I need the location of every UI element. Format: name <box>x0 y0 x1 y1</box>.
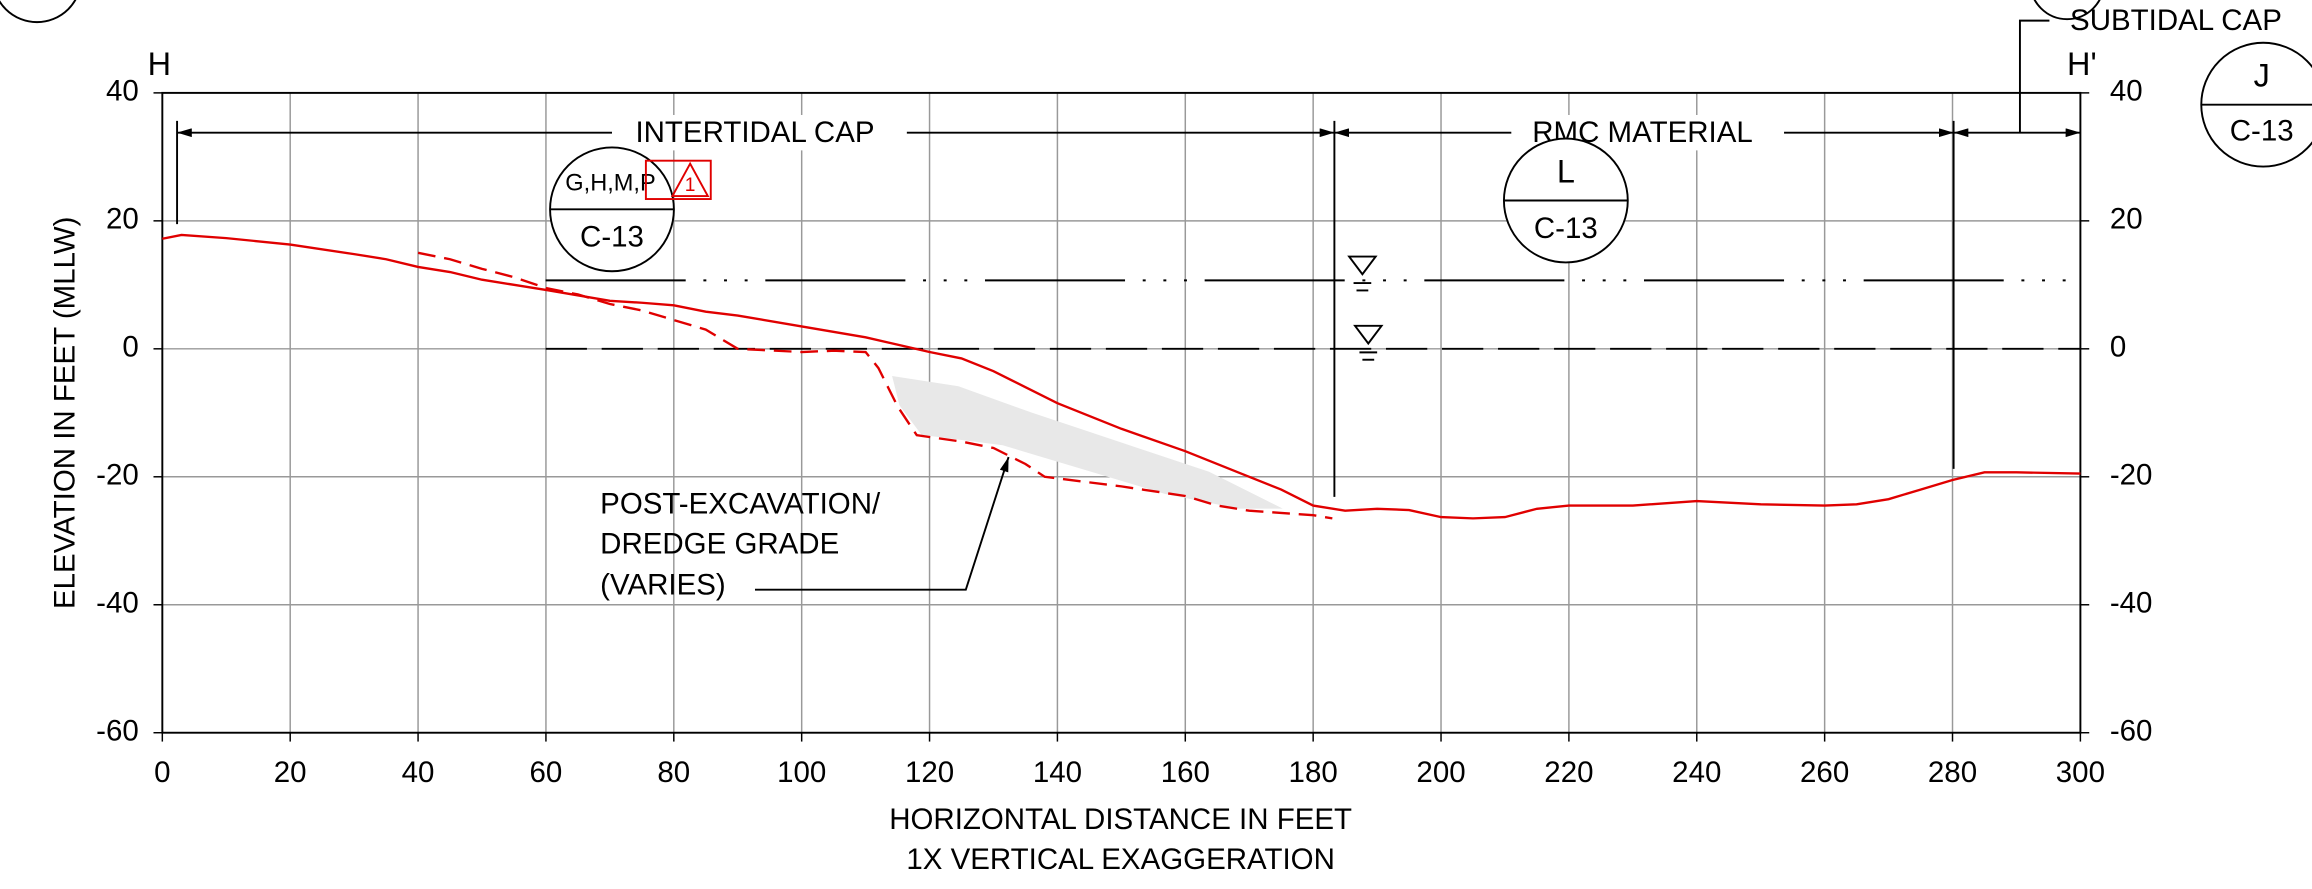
callout-bottom: C-13 <box>580 221 644 254</box>
x-tick-label: 140 <box>1033 756 1082 789</box>
x-tick-label: 180 <box>1289 756 1338 789</box>
x-tick-label: 200 <box>1416 756 1465 789</box>
y-tick-label: 0 <box>122 331 138 364</box>
annotation: DREDGE GRADE <box>600 527 839 560</box>
y2-tick-label: -60 <box>2110 715 2153 748</box>
x-tick-label: 0 <box>154 756 170 789</box>
section-label: H <box>148 46 171 82</box>
y2-tick-label: 20 <box>2110 203 2143 236</box>
profile-line <box>417 251 1333 520</box>
x-tick-label: 160 <box>1161 756 1210 789</box>
y-tick-label: 20 <box>106 203 139 236</box>
water-symbol <box>1347 255 1384 361</box>
x-tick-label: 300 <box>2056 756 2105 789</box>
x-axis-label: 1X VERTICAL EXAGGERATION <box>906 843 1335 876</box>
callout-bottom: C-13 <box>1534 212 1598 245</box>
y-tick-label: 40 <box>106 75 139 108</box>
y-axis-label: ELEVATION IN FEET (MLLW) <box>48 217 81 609</box>
x-axis-label: HORIZONTAL DISTANCE IN FEET <box>889 803 1352 836</box>
callout-circle <box>0 0 77 24</box>
y-tick-label: -20 <box>96 459 139 492</box>
y-tick-label: -60 <box>96 715 139 748</box>
y2-tick-label: 0 <box>2110 331 2126 364</box>
leader <box>754 456 1010 591</box>
profile-line <box>162 233 2081 520</box>
callout-top: L <box>1557 154 1575 190</box>
x-tick-label: 220 <box>1544 756 1593 789</box>
callout-top: J <box>2254 58 2270 94</box>
callout-bottom: C-13 <box>2230 114 2294 147</box>
callout: J C-13 <box>2200 41 2312 168</box>
annotation: POST-EXCAVATION/ <box>600 487 881 520</box>
x-tick-label: 120 <box>905 756 954 789</box>
callout-top: G,H,M,P <box>565 170 655 196</box>
revision: 1 <box>685 175 696 196</box>
annotation: (VARIES) <box>600 569 726 602</box>
callout: L C-13 <box>1502 137 1629 264</box>
callout: G,H,M,P C-13 1 <box>549 146 712 273</box>
hatch <box>892 375 1283 509</box>
x-tick-label: 80 <box>657 756 690 789</box>
x-tick-label: 240 <box>1672 756 1721 789</box>
x-tick-label: 40 <box>402 756 435 789</box>
x-tick-label: 260 <box>1800 756 1849 789</box>
plot-frame <box>161 91 2082 734</box>
section-label: H' <box>2067 46 2097 82</box>
callout-circle <box>2033 0 2101 21</box>
y2-tick-label: -40 <box>2110 587 2153 620</box>
x-tick-label: 100 <box>777 756 826 789</box>
zone-label: INTERTIDAL CAP <box>635 116 874 149</box>
y-tick-label: -40 <box>96 587 139 620</box>
zone-label: SUBTIDAL CAP <box>2070 4 2282 37</box>
x-tick-label: 60 <box>530 756 563 789</box>
x-tick-label: 20 <box>274 756 307 789</box>
y2-tick-label: -20 <box>2110 459 2153 492</box>
y2-tick-label: 40 <box>2110 75 2143 108</box>
x-tick-label: 280 <box>1928 756 1977 789</box>
label-bg <box>611 114 907 151</box>
